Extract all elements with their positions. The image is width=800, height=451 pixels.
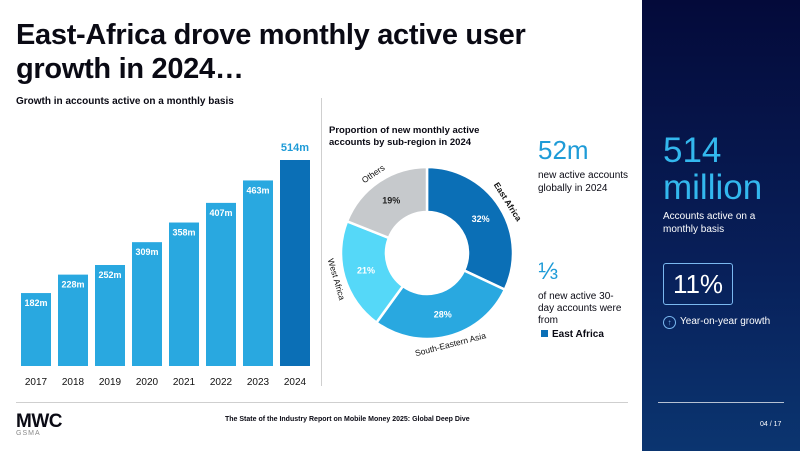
growth-label: Year-on-year growth [680, 316, 771, 327]
x-tick-label: 2024 [284, 377, 307, 388]
slice-value-label: 19% [382, 195, 400, 205]
slice-east-africa [425, 165, 515, 292]
slice-south-eastern-asia [374, 268, 507, 341]
mwc-gsma-logo: MWC GSMA [16, 412, 62, 437]
bar-2020 [132, 242, 162, 366]
slice-value-label: 21% [357, 266, 375, 276]
x-tick-label: 2021 [173, 377, 196, 388]
stat-share-value: ⅓ [538, 258, 559, 285]
logo-mwc: MWC [16, 411, 62, 432]
footer-divider [16, 402, 628, 403]
pie-chart-title: Proportion of new monthly active account… [329, 125, 480, 148]
bar-2021 [169, 222, 199, 366]
arrow-up-icon: ↑ [663, 316, 676, 329]
x-tick-label: 2019 [99, 377, 122, 388]
bar-value-label: 182m [24, 298, 47, 308]
bar-2017 [21, 293, 51, 366]
bar-chart: 182m 2017 228m 2018 252m 2019 309m 2020 358m 2021… [21, 142, 310, 388]
panel-divider [658, 402, 784, 403]
x-tick-label: 2018 [62, 377, 85, 388]
bar-value-label: 463m [246, 185, 269, 195]
bar-value-label: 228m [61, 280, 84, 290]
logo-gsma: GSMA [16, 430, 41, 437]
footer-source: The State of the Industry Report on Mobi… [225, 416, 470, 423]
page-number: 04 / 17 [760, 421, 782, 428]
bar-value-label: 407m [209, 208, 232, 218]
stat-new-accounts-label: new active accounts globally in 2024 [538, 170, 629, 194]
page-title: East-Africa drove monthly active user gr… [16, 19, 526, 85]
bar-value-label: 514m [281, 142, 309, 154]
legend-swatch [541, 330, 548, 337]
bar-2023 [243, 180, 273, 366]
x-tick-label: 2023 [247, 377, 270, 388]
panel-big-value: 514 million [663, 131, 763, 207]
legend-east-africa: East Africa [541, 329, 604, 340]
slice-others [345, 165, 429, 240]
x-tick-label: 2020 [136, 377, 159, 388]
stat-new-accounts-value: 52m [538, 135, 589, 165]
bar-value-label: 309m [135, 247, 158, 257]
bar-chart-title: Growth in accounts active on a monthly b… [16, 96, 234, 107]
vertical-divider [321, 98, 322, 386]
bar-2019 [95, 265, 125, 366]
x-tick-label: 2017 [25, 377, 48, 388]
bar-value-label: 252m [98, 270, 121, 280]
slice-value-label: 28% [434, 310, 452, 320]
growth-badge: 11% [663, 263, 733, 305]
panel-label: Accounts active on a monthly basis [663, 211, 756, 235]
bar-2024 [280, 160, 310, 366]
summary-panel: 514 million Accounts active on a monthly… [642, 0, 800, 451]
slice-value-label: 32% [472, 214, 490, 224]
legend-label: East Africa [552, 329, 604, 340]
x-tick-label: 2022 [210, 377, 233, 388]
bar-value-label: 358m [172, 228, 195, 238]
bar-2018 [58, 274, 88, 366]
stat-share-label: of new active 30-day accounts were from [538, 291, 622, 326]
bar-2022 [206, 202, 236, 366]
